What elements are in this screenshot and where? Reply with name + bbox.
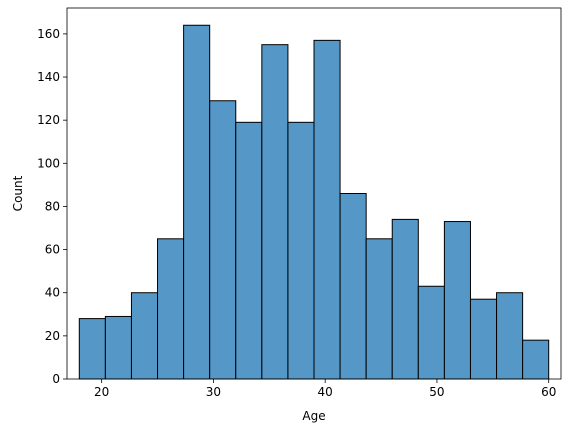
x-tick-label: 20 bbox=[94, 385, 109, 399]
histogram-bar bbox=[157, 238, 185, 380]
y-tick-label: 0 bbox=[52, 372, 60, 386]
y-tick-label: 20 bbox=[45, 329, 60, 343]
histogram-bar bbox=[391, 218, 419, 380]
x-axis-label: Age bbox=[302, 409, 325, 423]
y-tick-label: 160 bbox=[37, 27, 60, 41]
y-tick-label: 80 bbox=[45, 199, 60, 213]
histogram-bar bbox=[235, 121, 263, 380]
histogram-bar bbox=[496, 292, 524, 380]
histogram-bar bbox=[469, 298, 498, 380]
y-tick-label: 100 bbox=[37, 156, 60, 170]
y-axis-ticks: 0 20 40 60 80 100 120 140 160 bbox=[37, 27, 67, 386]
histogram-bar bbox=[104, 315, 132, 380]
histogram-bar bbox=[130, 292, 159, 380]
y-tick-label: 60 bbox=[45, 243, 60, 257]
histogram-bar bbox=[443, 221, 471, 380]
histogram-bar bbox=[183, 24, 211, 380]
histogram-bar bbox=[287, 121, 315, 380]
histogram-bar bbox=[339, 193, 367, 380]
histogram-bar bbox=[313, 39, 341, 380]
plot-frame bbox=[66, 7, 562, 380]
histogram-bar bbox=[209, 100, 237, 380]
x-tick-label: 60 bbox=[541, 385, 556, 399]
y-axis-label: Count bbox=[11, 175, 25, 211]
histogram-bar bbox=[365, 238, 393, 380]
x-tick-label: 40 bbox=[318, 385, 333, 399]
bars-group bbox=[78, 24, 550, 380]
x-tick-label: 50 bbox=[429, 385, 444, 399]
x-tick-label: 30 bbox=[206, 385, 221, 399]
x-axis-ticks: 20 30 40 50 60 bbox=[94, 379, 556, 399]
histogram-bar bbox=[417, 285, 445, 380]
y-tick-label: 40 bbox=[45, 286, 60, 300]
histogram-bar bbox=[522, 339, 550, 380]
histogram-bar bbox=[261, 44, 289, 380]
y-tick-label: 140 bbox=[37, 70, 60, 84]
histogram-bar bbox=[78, 318, 106, 380]
y-tick-label: 120 bbox=[37, 113, 60, 127]
